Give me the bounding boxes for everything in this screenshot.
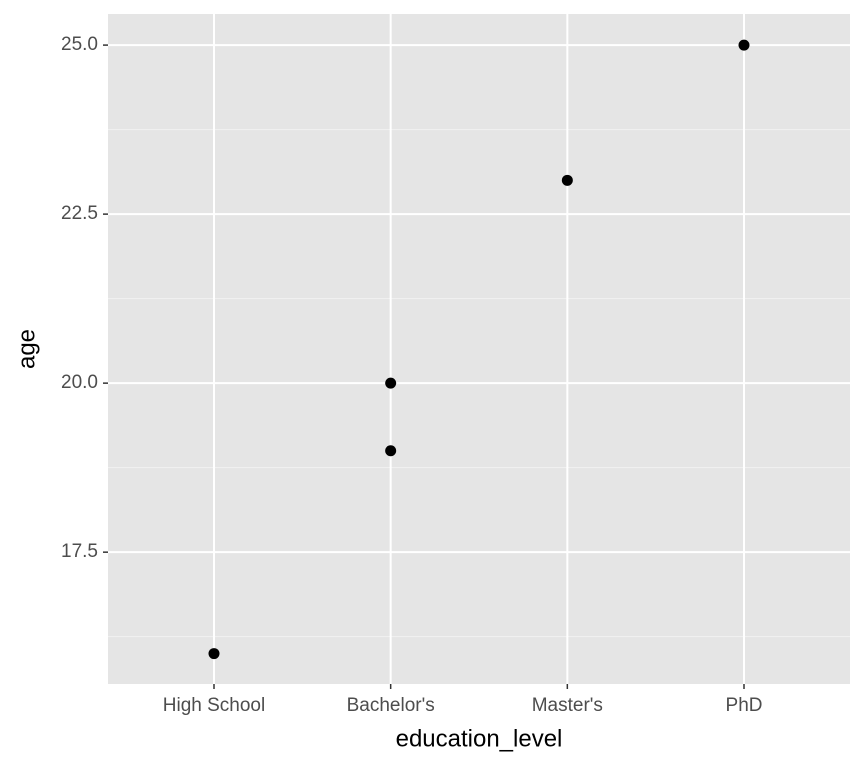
x-axis-title: education_level: [396, 725, 563, 752]
x-tick-label: High School: [163, 695, 265, 716]
y-tick-label: 20.0: [61, 372, 98, 393]
x-tick-label: Master's: [532, 695, 603, 716]
y-axis-title: age: [13, 329, 40, 369]
grid: [108, 14, 850, 684]
y-tick-label: 22.5: [61, 203, 98, 224]
point: [561, 174, 573, 186]
point: [208, 648, 220, 660]
x-tick-label: PhD: [726, 695, 763, 716]
point: [385, 377, 397, 389]
panel: [108, 14, 850, 684]
point: [385, 445, 397, 457]
x-tick-label: Bachelor's: [347, 695, 435, 716]
point: [738, 39, 750, 51]
y-tick-label: 17.5: [61, 541, 98, 562]
marks: [208, 39, 750, 660]
y-tick-label: 25.0: [61, 34, 98, 55]
